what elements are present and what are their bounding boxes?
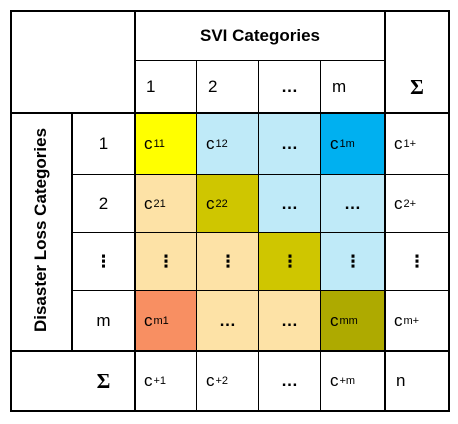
row-sum-cell-3: ⋮ — [408, 252, 426, 271]
line-left-of-matrix — [134, 10, 136, 412]
matrix-cell-4-4: c mm — [321, 291, 385, 351]
matrix-cell-4-3: … — [259, 291, 321, 351]
col-sum-cell-3: … — [281, 371, 299, 390]
table-border-left — [10, 10, 12, 412]
row-label-vdots: ⋮ — [95, 252, 112, 271]
table-border-right — [448, 10, 450, 412]
col-label-m: m — [332, 77, 347, 96]
grand-total: n — [396, 371, 406, 390]
line-right-of-matrix — [384, 10, 386, 412]
row-label-2: 2 — [98, 194, 109, 213]
matrix-cell-1-2: c 12 — [197, 113, 259, 175]
col-sum-cell-4: c +m — [330, 371, 356, 390]
col-sum-label-sigma: Σ — [96, 368, 111, 393]
row-header-title-container: Disaster Loss Categories — [10, 113, 72, 351]
matrix-cell-3-1: ⋮ — [135, 233, 197, 291]
matrix-cell-1-3: … — [259, 113, 321, 175]
line-row-2 — [72, 232, 450, 233]
matrix-cell-3-3: ⋮ — [259, 233, 321, 291]
matrix-cell-2-4: … — [321, 175, 385, 233]
matrix-cell-3-2: ⋮ — [197, 233, 259, 291]
col-header-title: SVI Categories — [200, 26, 320, 45]
matrix-cell-1-1: c 11 — [135, 113, 197, 175]
line-row-3 — [72, 290, 450, 291]
row-sum-header-sigma: Σ — [410, 74, 424, 99]
matrix-cell-2-2: c 22 — [197, 175, 259, 233]
matrix-cell-3-4: ⋮ — [321, 233, 385, 291]
line-under-title — [135, 60, 385, 61]
line-left-of-row-labels — [71, 113, 73, 351]
line-row-1 — [72, 174, 450, 175]
matrix-cell-1-4: c 1m — [321, 113, 385, 175]
col-label-ellipsis: … — [281, 77, 299, 96]
col-sum-cell-1: c +1 — [144, 371, 167, 390]
row-sum-cell-4: c m+ — [394, 311, 420, 330]
line-col-2 — [258, 61, 259, 411]
line-above-sum-row — [10, 350, 450, 352]
matrix-cell-2-1: c 21 — [135, 175, 197, 233]
row-sum-cell-2: c 2+ — [394, 194, 417, 213]
row-label-m: m — [96, 311, 111, 330]
line-col-1 — [196, 61, 197, 411]
matrix-cell-4-1: c m1 — [135, 291, 197, 351]
col-label-2: 2 — [208, 77, 218, 96]
row-sum-cell-1: c 1+ — [394, 134, 417, 153]
line-under-col-labels — [10, 112, 450, 114]
col-label-1: 1 — [146, 77, 156, 96]
col-sum-cell-2: c +2 — [206, 371, 229, 390]
matrix-cell-2-3: … — [259, 175, 321, 233]
line-col-3 — [320, 61, 321, 411]
row-label-1: 1 — [98, 134, 109, 153]
matrix-cell-4-2: … — [197, 291, 259, 351]
row-header-title: Disaster Loss Categories — [31, 127, 50, 333]
table-border-top — [10, 10, 450, 12]
table-border-bottom — [10, 410, 450, 412]
